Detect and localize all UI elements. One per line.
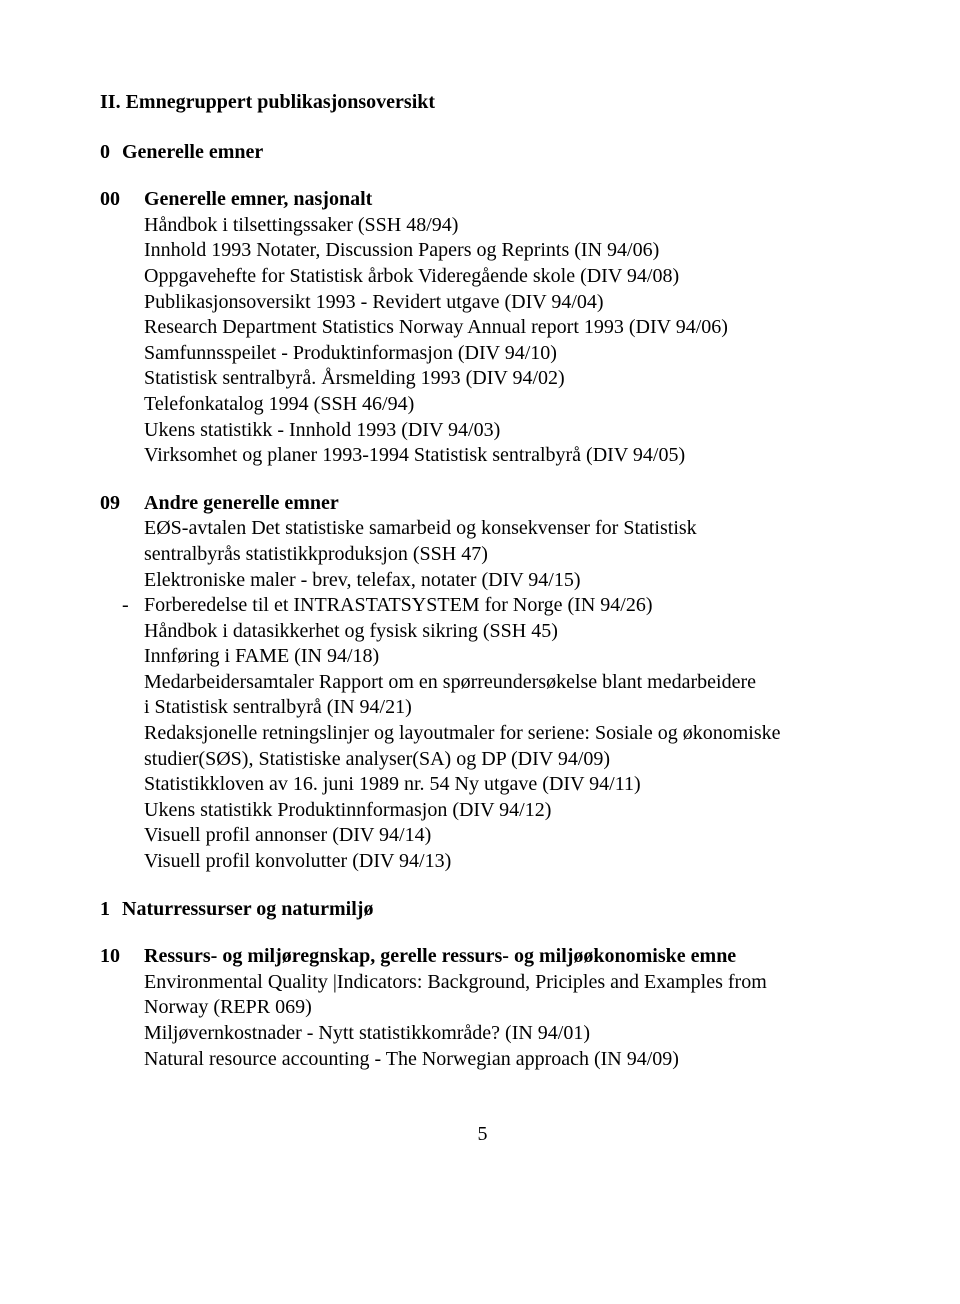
entry: Håndbok i datasikkerhet og fysisk sikrin…	[144, 619, 865, 645]
entry: Telefonkatalog 1994 (SSH 46/94)	[144, 392, 865, 418]
entry: - Forberedelse til et INTRASTATSYSTEM fo…	[144, 593, 865, 619]
entry-continuation: studier(SØS), Statistiske analyser(SA) o…	[144, 747, 865, 773]
entry: Miljøvernkostnader - Nytt statistikkområ…	[144, 1021, 865, 1047]
entry: Environmental Quality |Indicators: Backg…	[144, 970, 865, 996]
subsection-09-code: 09	[100, 491, 136, 517]
entry: Medarbeidersamtaler Rapport om en spørre…	[144, 670, 865, 696]
section-0-label: Generelle emner	[122, 140, 263, 166]
subsection-10-code: 10	[100, 944, 136, 970]
entry: Samfunnsspeilet - Produktinformasjon (DI…	[144, 341, 865, 367]
entry: Innhold 1993 Notater, Discussion Papers …	[144, 238, 865, 264]
entry: Visuell profil konvolutter (DIV 94/13)	[144, 849, 865, 875]
entry: Natural resource accounting - The Norweg…	[144, 1047, 865, 1073]
subsection-09: 09 Andre generelle emner EØS-avtalen Det…	[100, 491, 865, 875]
entry: Statistisk sentralbyrå. Årsmelding 1993 …	[144, 366, 865, 392]
entry: Elektroniske maler - brev, telefax, nota…	[144, 568, 865, 594]
entry: EØS-avtalen Det statistiske samarbeid og…	[144, 516, 865, 542]
entry: Statistikkloven av 16. juni 1989 nr. 54 …	[144, 772, 865, 798]
section-0-heading: 0 Generelle emner	[100, 140, 865, 166]
section-1-label: Naturressurser og naturmiljø	[122, 897, 373, 923]
entry: Ukens statistikk Produktinnformasjon (DI…	[144, 798, 865, 824]
section-1-number: 1	[100, 897, 122, 923]
entry-continuation: sentralbyrås statistikkproduksjon (SSH 4…	[144, 542, 865, 568]
section-1-heading: 1 Naturressurser og naturmiljø	[100, 897, 865, 923]
entry: Innføring i FAME (IN 94/18)	[144, 644, 865, 670]
subsection-00-code: 00	[100, 187, 136, 213]
entry: Håndbok i tilsettingssaker (SSH 48/94)	[144, 213, 865, 239]
subsection-09-title: Andre generelle emner	[144, 491, 865, 517]
entry-continuation: i Statistisk sentralbyrå (IN 94/21)	[144, 695, 865, 721]
section-0-number: 0	[100, 140, 122, 166]
subsection-00-title: Generelle emner, nasjonalt	[144, 187, 865, 213]
subsection-10: 10 Ressurs- og miljøregnskap, gerelle re…	[100, 944, 865, 1072]
entry-continuation: Norway (REPR 069)	[144, 995, 865, 1021]
page-title: II. Emnegruppert publikasjonsoversikt	[100, 90, 865, 116]
entry-text: Forberedelse til et INTRASTATSYSTEM for …	[144, 594, 653, 616]
subsection-00: 00 Generelle emner, nasjonalt Håndbok i …	[100, 187, 865, 469]
entry: Oppgavehefte for Statistisk årbok Videre…	[144, 264, 865, 290]
entry: Redaksjonelle retningslinjer og layoutma…	[144, 721, 865, 747]
entry: Research Department Statistics Norway An…	[144, 315, 865, 341]
entry: Ukens statistikk - Innhold 1993 (DIV 94/…	[144, 418, 865, 444]
page-number: 5	[100, 1122, 865, 1148]
subsection-10-title: Ressurs- og miljøregnskap, gerelle ressu…	[144, 944, 865, 970]
entry: Visuell profil annonser (DIV 94/14)	[144, 823, 865, 849]
entry: Virksomhet og planer 1993-1994 Statistis…	[144, 443, 865, 469]
dash-marker: -	[122, 593, 129, 619]
entry: Publikasjonsoversikt 1993 - Revidert utg…	[144, 290, 865, 316]
